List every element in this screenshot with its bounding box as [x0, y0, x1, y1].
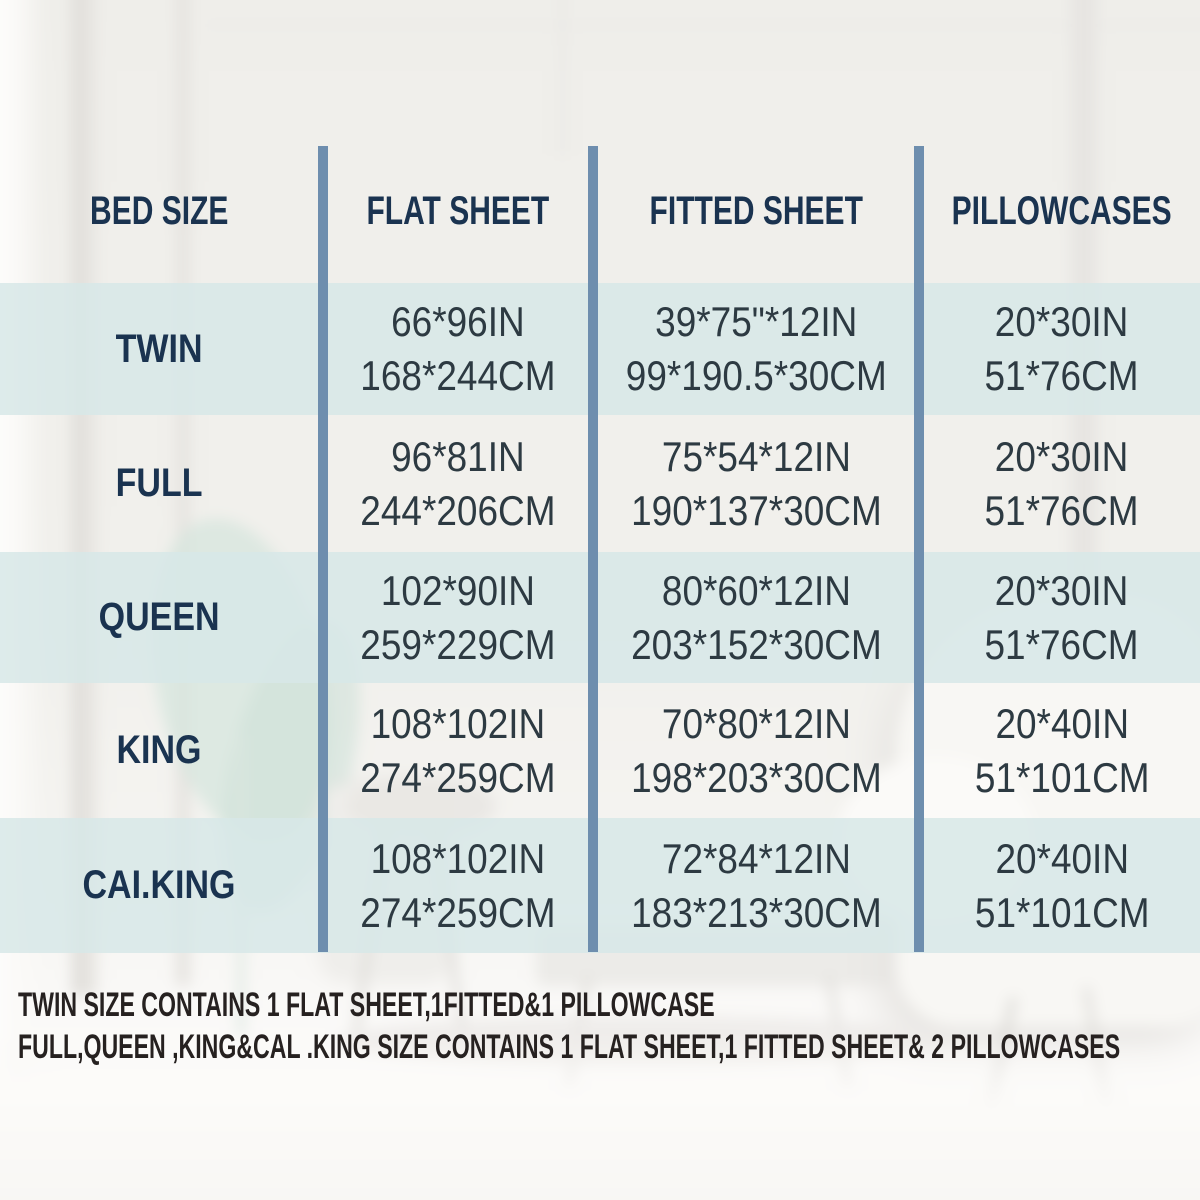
bed-size-label: CAI.KING: [82, 863, 236, 907]
header-flat-sheet: FLAT SHEET: [366, 188, 550, 233]
row-highlight-band-queen: [0, 552, 1200, 683]
pillowcases-value: 20*30IN 51*76CM: [984, 432, 1140, 534]
column-divider: [588, 146, 598, 952]
table-header-row: BED SIZE FLAT SHEET FITTED SHEET PILLOWC…: [0, 146, 1200, 276]
row-highlight-band-twin: [0, 283, 1200, 415]
bed-size-label: TWIN: [115, 326, 203, 371]
table-row: QUEEN 102*90IN 259*229CM 80*60*12IN 203*15…: [0, 552, 1200, 683]
wall-seam: [206, 24, 1200, 27]
pillowcases-value: 20*40IN 51*101CM: [974, 834, 1150, 936]
table-row: CAI.KING 108*102IN 274*259CM 72*84*12IN 18…: [0, 818, 1200, 953]
row-highlight-band-cal-king: [0, 818, 1200, 953]
header-bed-size: BED SIZE: [89, 188, 229, 233]
flat-sheet-value: 102*90IN 259*229CM: [360, 566, 556, 668]
table-row: TWIN 66*96IN 168*244CM 39*75"*12IN 99*190.…: [0, 283, 1200, 415]
column-divider: [318, 146, 328, 952]
fitted-sheet-value: 39*75"*12IN 99*190.5*30CM: [625, 298, 887, 399]
fitted-sheet-value: 80*60*12IN 203*152*30CM: [630, 566, 882, 668]
footnote-line-2: FULL,QUEEN ,KING&CAL .KING SIZE CONTAINS…: [18, 1028, 1121, 1066]
wall-seam: [561, 0, 564, 156]
table-row: FULL 96*81IN 244*206CM 75*54*12IN 190*137*…: [0, 415, 1200, 552]
header-pillowcases: PILLOWCASES: [951, 188, 1173, 233]
bed-size-label: QUEEN: [98, 595, 220, 639]
fitted-sheet-value: 75*54*12IN 190*137*30CM: [630, 432, 882, 534]
table-row: KING 108*102IN 274*259CM 70*80*12IN 198*20…: [0, 683, 1200, 818]
flat-sheet-value: 108*102IN 274*259CM: [360, 699, 556, 801]
flat-sheet-value: 96*81IN 244*206CM: [360, 432, 556, 534]
footnote: TWIN SIZE CONTAINS 1 FLAT SHEET,1FITTED&…: [18, 984, 1198, 1068]
flat-sheet-value: 108*102IN 274*259CM: [360, 834, 556, 936]
flat-sheet-value: 66*96IN 168*244CM: [360, 298, 556, 399]
fitted-sheet-value: 72*84*12IN 183*213*30CM: [630, 834, 882, 936]
bed-size-label: KING: [116, 728, 202, 772]
pillowcases-value: 20*30IN 51*76CM: [984, 566, 1140, 668]
header-fitted-sheet: FITTED SHEET: [649, 188, 863, 233]
fitted-sheet-value: 70*80*12IN 198*203*30CM: [630, 699, 882, 801]
column-divider: [914, 146, 924, 952]
floor: [0, 1036, 1200, 1200]
pillowcases-value: 20*30IN 51*76CM: [984, 298, 1140, 399]
bed-size-label: FULL: [115, 461, 203, 505]
footnote-line-1: TWIN SIZE CONTAINS 1 FLAT SHEET,1FITTED&…: [18, 986, 715, 1024]
pillowcases-value: 20*40IN 51*101CM: [974, 699, 1150, 801]
